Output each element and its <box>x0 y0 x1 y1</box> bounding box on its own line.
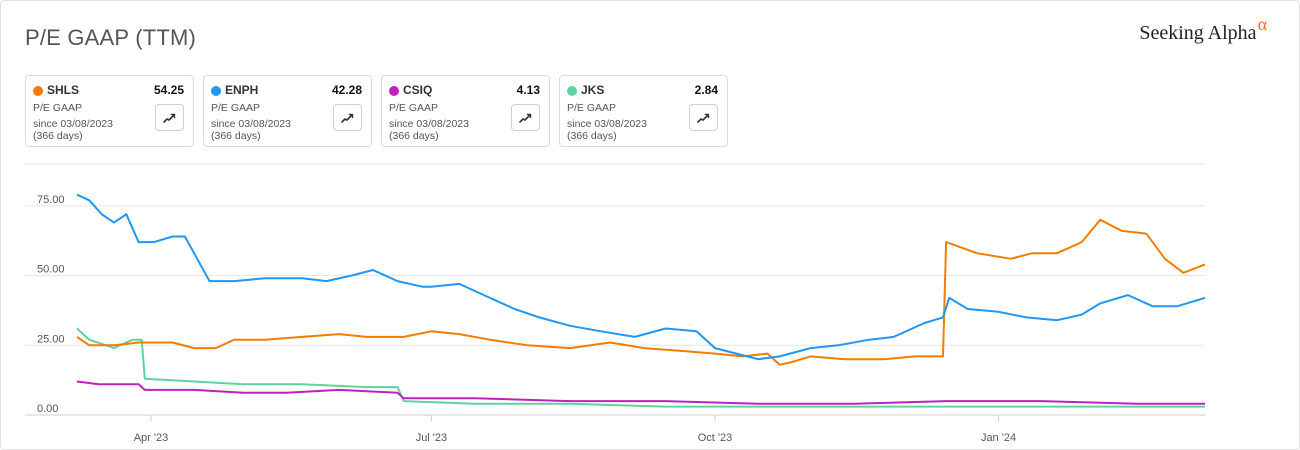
card-metric: P/E GAAP <box>33 102 83 114</box>
series-line-csiq[interactable] <box>76 380 1205 405</box>
legend-card-enph[interactable]: ENPH 42.28 P/E GAAP since 03/08/2023 (36… <box>203 75 372 147</box>
y-tick-label: 0.00 <box>37 403 58 415</box>
card-days: (366 days) <box>33 130 83 142</box>
y-tick-label: 50.00 <box>37 264 65 276</box>
pe-line-chart[interactable]: 0.00 25.00 50.00 75.00 Apr '23 Jul '23 Oct '2… <box>0 150 1300 448</box>
card-ticker: SHLS <box>47 83 80 97</box>
y-tick-label: 75.00 <box>37 194 65 206</box>
trend-chart-button[interactable] <box>689 104 718 131</box>
card-value: 4.13 <box>516 83 540 97</box>
card-value: 2.84 <box>694 83 718 97</box>
trend-chart-icon <box>163 113 176 123</box>
legend-card-jks[interactable]: JKS 2.84 P/E GAAP since 03/08/2023 (366 … <box>559 75 728 147</box>
x-axis-ticks: Apr '23 Jul '23 Oct '23 Jan '24 <box>134 415 1016 444</box>
x-tick-label: Jul '23 <box>416 432 447 444</box>
series-line-jks[interactable] <box>76 327 1205 408</box>
legend-card-csiq[interactable]: CSIQ 4.13 P/E GAAP since 03/08/2023 (366… <box>381 75 550 147</box>
card-ticker: JKS <box>581 83 605 97</box>
trend-chart-icon <box>697 113 710 123</box>
card-days: (366 days) <box>389 130 439 142</box>
card-days: (366 days) <box>211 130 261 142</box>
y-axis-ticks: 0.00 25.00 50.00 75.00 <box>37 194 65 415</box>
trend-chart-button[interactable] <box>511 104 540 131</box>
y-tick-label: 25.00 <box>37 333 65 345</box>
card-metric: P/E GAAP <box>389 102 439 114</box>
brand-logo: Seeking Alphaα <box>1139 14 1267 45</box>
series-dot-icon <box>211 86 221 96</box>
card-since: since 03/08/2023 <box>389 118 469 130</box>
card-value: 42.28 <box>331 83 362 97</box>
brand-name: Seeking Alpha <box>1139 22 1257 44</box>
x-tick-label: Oct '23 <box>698 432 733 444</box>
series-dot-icon <box>389 86 399 96</box>
trend-chart-button[interactable] <box>155 104 184 131</box>
series-line-shls[interactable] <box>76 218 1206 366</box>
card-metric: P/E GAAP <box>211 102 261 114</box>
chart-series-lines <box>76 193 1206 408</box>
card-metric: P/E GAAP <box>567 102 617 114</box>
card-since: since 03/08/2023 <box>211 118 291 130</box>
alpha-icon: α <box>1257 14 1267 34</box>
card-value: 54.25 <box>153 83 184 97</box>
card-since: since 03/08/2023 <box>567 118 647 130</box>
chart-gridlines <box>25 163 1205 416</box>
trend-chart-icon <box>519 113 532 123</box>
card-ticker: ENPH <box>225 83 259 97</box>
page-title: P/E GAAP (TTM) <box>25 25 197 50</box>
series-line-enph[interactable] <box>76 193 1206 361</box>
trend-chart-icon <box>341 113 354 123</box>
card-since: since 03/08/2023 <box>33 118 113 130</box>
legend-card-shls[interactable]: SHLS 54.25 P/E GAAP since 03/08/2023 (36… <box>25 75 194 147</box>
series-dot-icon <box>567 86 577 96</box>
series-dot-icon <box>33 86 43 96</box>
card-ticker: CSIQ <box>403 83 433 97</box>
card-days: (366 days) <box>567 130 617 142</box>
x-tick-label: Jan '24 <box>981 432 1016 444</box>
x-tick-label: Apr '23 <box>134 432 169 444</box>
trend-chart-button[interactable] <box>333 104 362 131</box>
